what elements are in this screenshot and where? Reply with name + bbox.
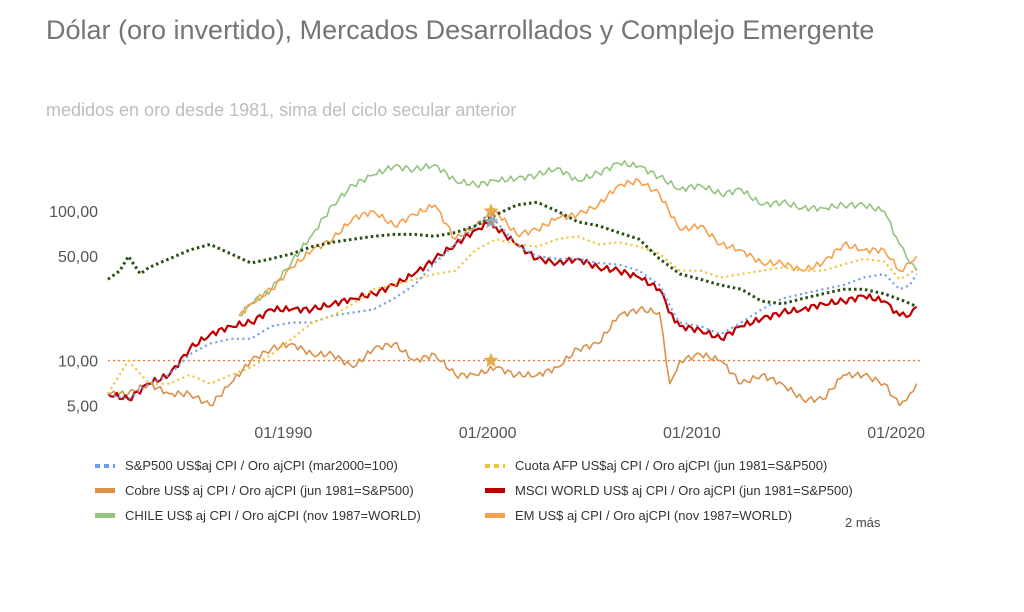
legend-label: S&P500 US$aj CPI / Oro ajCPI (mar2000=10… xyxy=(125,458,398,473)
series-line xyxy=(107,235,918,395)
x-tick-label: 01/2010 xyxy=(663,425,721,442)
legend-item[interactable]: Cuota AFP US$aj CPI / Oro ajCPI (jun 198… xyxy=(485,458,827,473)
legend-item[interactable]: S&P500 US$aj CPI / Oro ajCPI (mar2000=10… xyxy=(95,458,398,473)
x-tick-label: 01/1990 xyxy=(254,425,312,442)
marker-layer xyxy=(483,203,499,367)
star-marker xyxy=(483,213,499,229)
y-tick-label: 100,00 xyxy=(49,204,98,221)
y-tick-label: 5,00 xyxy=(67,399,98,416)
series-line xyxy=(107,200,918,308)
legend-label: Cuota AFP US$aj CPI / Oro ajCPI (jun 198… xyxy=(515,458,828,473)
legend-label: MSCI WORLD US$ aj CPI / Oro ajCPI (jun 1… xyxy=(515,483,853,498)
legend-swatch xyxy=(95,488,115,493)
chart-subtitle: medidos en oro desde 1981, sima del cicl… xyxy=(46,100,517,120)
legend-label: EM US$ aj CPI / Oro ajCPI (nov 1987=WORL… xyxy=(515,508,793,523)
y-tick-label: 50,00 xyxy=(58,249,98,266)
series-line xyxy=(107,210,918,401)
star-marker xyxy=(483,352,499,367)
legend-swatch xyxy=(485,488,505,493)
legend-swatch xyxy=(485,463,505,468)
legend-swatch xyxy=(485,513,505,518)
star-marker xyxy=(483,203,499,218)
series-layer xyxy=(107,160,918,407)
chart-title: Dólar (oro invertido), Mercados Desarrol… xyxy=(46,15,875,45)
legend-item[interactable]: EM US$ aj CPI / Oro ajCPI (nov 1987=WORL… xyxy=(485,508,792,523)
x-tick-label: 01/2020 xyxy=(867,425,925,442)
legend-item[interactable]: CHILE US$ aj CPI / Oro ajCPI (nov 1987=W… xyxy=(95,508,421,523)
x-tick-label: 01/2000 xyxy=(459,425,517,442)
legend-item[interactable]: MSCI WORLD US$ aj CPI / Oro ajCPI (jun 1… xyxy=(485,483,853,498)
legend-swatch xyxy=(95,463,115,468)
series-line xyxy=(238,177,918,317)
legend-label: CHILE US$ aj CPI / Oro ajCPI (nov 1987=W… xyxy=(125,508,421,523)
series-line xyxy=(239,160,918,317)
legend-more-link[interactable]: 2 más xyxy=(845,515,881,530)
legend-label: Cobre US$ aj CPI / Oro ajCPI (jun 1981=S… xyxy=(125,483,414,498)
legend-item[interactable]: Cobre US$ aj CPI / Oro ajCPI (jun 1981=S… xyxy=(95,483,414,498)
x-axis-ticks: 01/1990 01/2000 01/2010 01/2020 xyxy=(254,425,925,442)
series-line xyxy=(107,220,918,402)
series-line xyxy=(107,305,918,407)
y-tick-label: 10,00 xyxy=(58,354,98,371)
legend-swatch xyxy=(95,513,115,518)
y-axis-ticks: 5,00 10,00 50,00 100,00 xyxy=(49,204,98,415)
